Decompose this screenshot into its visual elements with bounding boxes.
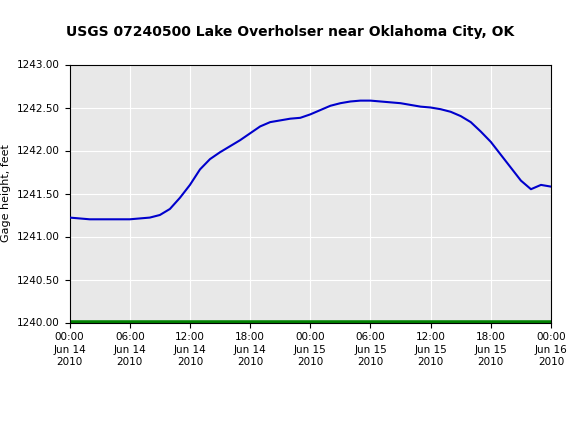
Text: USGS 07240500 Lake Overholser near Oklahoma City, OK: USGS 07240500 Lake Overholser near Oklah… xyxy=(66,25,514,39)
Text: ▒USGS: ▒USGS xyxy=(12,5,75,30)
Y-axis label: Gage height, feet: Gage height, feet xyxy=(1,144,12,243)
